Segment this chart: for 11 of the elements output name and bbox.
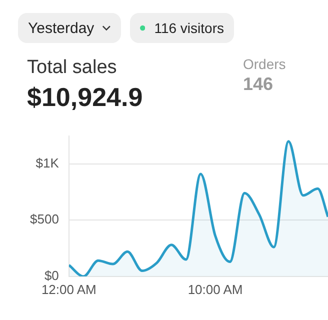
chart-title: Total sales [27, 57, 117, 79]
y-tick-label: $1K [36, 156, 60, 170]
x-tick-label: 12:00 AM [41, 282, 96, 297]
y-tick-label: $0 [44, 268, 59, 283]
y-tick-label: $500 [30, 212, 59, 227]
text: Yesterday [28, 20, 94, 36]
x-tick-label: 10:00 AM [188, 282, 243, 297]
text: Orders [243, 56, 286, 72]
text: 146 [243, 74, 274, 95]
text: 116 visitors [154, 20, 224, 36]
chart-subtitle: $10,924.9 [27, 82, 143, 113]
